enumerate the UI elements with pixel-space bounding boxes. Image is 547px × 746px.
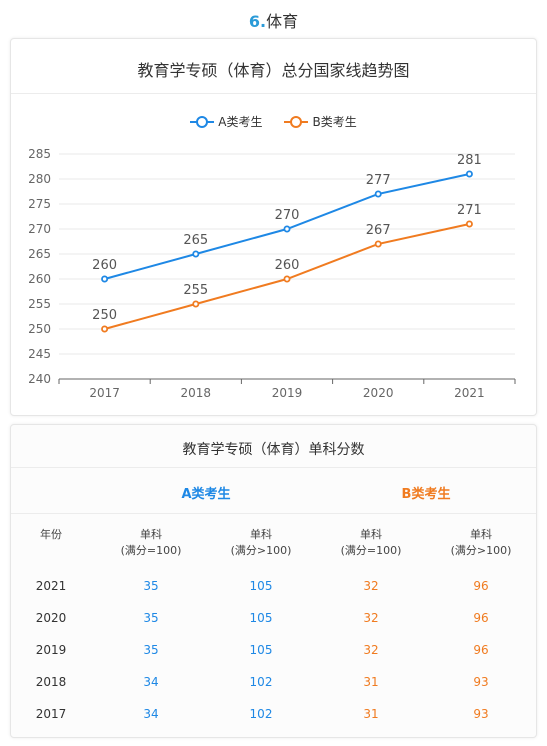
group-header-a: A类考生: [181, 487, 231, 502]
column-header: 年份: [1, 527, 101, 543]
table-cell-score: 93: [473, 675, 489, 689]
chart-legend: A类考生 B类考生: [11, 113, 536, 130]
column-header-line1: 单科: [140, 528, 162, 541]
chart-title: 教育学专硕（体育）总分国家线趋势图: [137, 61, 410, 80]
table-cell-year: 2018: [35, 675, 67, 689]
column-header-line2: (满分>100): [230, 544, 292, 557]
column-header-line1: 年份: [40, 528, 62, 541]
data-label: 270: [275, 208, 300, 223]
column-header-line2: (满分>100): [450, 544, 512, 557]
data-point: [101, 325, 109, 333]
x-tick-label: 2021: [454, 386, 485, 400]
table-cell-score: 32: [363, 579, 379, 593]
table-divider: [11, 467, 536, 468]
chart-card: 教育学专硕（体育）总分国家线趋势图 A类考生 B类考生 240 245 250 255…: [10, 38, 537, 416]
table-cell-score: 105: [249, 579, 273, 593]
table-cell-score: 35: [143, 579, 159, 593]
table-cell-score: 105: [249, 611, 273, 625]
table-cell-year: 2019: [35, 643, 67, 657]
table-cell-year: 2017: [35, 707, 67, 721]
legend-item-a[interactable]: A类考生: [190, 113, 262, 130]
table-cell-score: 34: [143, 675, 159, 689]
column-header: 单科 (满分>100): [431, 527, 531, 559]
table-title: 教育学专硕（体育）单科分数: [182, 442, 365, 458]
page-heading: 6.体育: [0, 8, 547, 32]
x-tick-label: 2019: [272, 386, 303, 400]
section-separator: .: [260, 12, 267, 31]
legend-item-b[interactable]: B类考生: [284, 113, 357, 130]
table-cell-score: 31: [363, 675, 379, 689]
column-header: 单科 (满分=100): [101, 527, 201, 559]
y-tick-label: 270: [28, 222, 51, 236]
table-cell-year: 2021: [35, 579, 67, 593]
data-label: 260: [275, 258, 300, 273]
data-label: 271: [457, 203, 482, 218]
data-point: [192, 300, 200, 308]
column-header-line2: (满分=100): [120, 544, 182, 557]
data-label: 281: [457, 153, 482, 168]
y-tick-label: 260: [28, 272, 51, 286]
line-chart: 240 245 250 255 260 265 270 275 280 285 2017 2018 20…: [28, 147, 516, 400]
table-card: 教育学专硕（体育）单科分数 A类考生 B类考生 年份 单科 (满分=100) 单科 (满…: [10, 424, 537, 738]
y-tick-label: 285: [28, 147, 51, 161]
section-title: 体育: [266, 12, 299, 31]
data-point: [192, 250, 200, 258]
data-point: [101, 275, 109, 283]
column-header-line1: 单科: [250, 528, 272, 541]
table-cell-score: 102: [249, 675, 273, 689]
data-label: 250: [92, 308, 117, 323]
data-point: [465, 220, 473, 228]
table-divider: [11, 513, 536, 514]
y-tick-label: 275: [28, 197, 51, 211]
column-header-line1: 单科: [360, 528, 382, 541]
column-header-line1: 单科: [470, 528, 492, 541]
data-point: [283, 275, 291, 283]
section-number: 6: [248, 12, 261, 31]
legend-label-b: B类考生: [312, 115, 357, 129]
table-cell-score: 102: [249, 707, 273, 721]
y-tick-label: 280: [28, 172, 51, 186]
data-point: [374, 240, 382, 248]
table-cell-score: 35: [143, 611, 159, 625]
data-label: 255: [183, 283, 208, 298]
table-cell-year: 2020: [35, 611, 67, 625]
table-cell-score: 105: [249, 643, 273, 657]
y-tick-label: 240: [28, 372, 51, 386]
data-point: [374, 190, 382, 198]
data-point: [283, 225, 291, 233]
data-label: 260: [92, 258, 117, 273]
column-header: 单科 (满分=100): [321, 527, 421, 559]
table-cell-score: 32: [363, 611, 379, 625]
x-tick-label: 2018: [181, 386, 212, 400]
legend-swatch-b: [284, 115, 309, 128]
x-tick-label: 2017: [89, 386, 120, 400]
y-tick-label: 265: [28, 247, 51, 261]
table-cell-score: 96: [473, 579, 489, 593]
group-header-b: B类考生: [401, 487, 451, 502]
data-point: [465, 170, 473, 178]
data-label: 267: [366, 223, 391, 238]
column-header: 单科 (满分>100): [211, 527, 311, 559]
table-cell-score: 35: [143, 643, 159, 657]
data-label: 265: [183, 233, 208, 248]
table-cell-score: 34: [143, 707, 159, 721]
y-tick-label: 250: [28, 322, 51, 336]
table-cell-score: 93: [473, 707, 489, 721]
y-tick-label: 245: [28, 347, 51, 361]
data-label: 277: [366, 173, 391, 188]
y-tick-label: 255: [28, 297, 51, 311]
table-cell-score: 96: [473, 611, 489, 625]
table-cell-score: 96: [473, 643, 489, 657]
legend-label-a: A类考生: [218, 115, 263, 129]
legend-swatch-a: [190, 115, 215, 128]
chart-divider: [11, 93, 536, 94]
column-header-line2: (满分=100): [340, 544, 402, 557]
table-cell-score: 32: [363, 643, 379, 657]
x-tick-label: 2020: [363, 386, 394, 400]
table-cell-score: 31: [363, 707, 379, 721]
